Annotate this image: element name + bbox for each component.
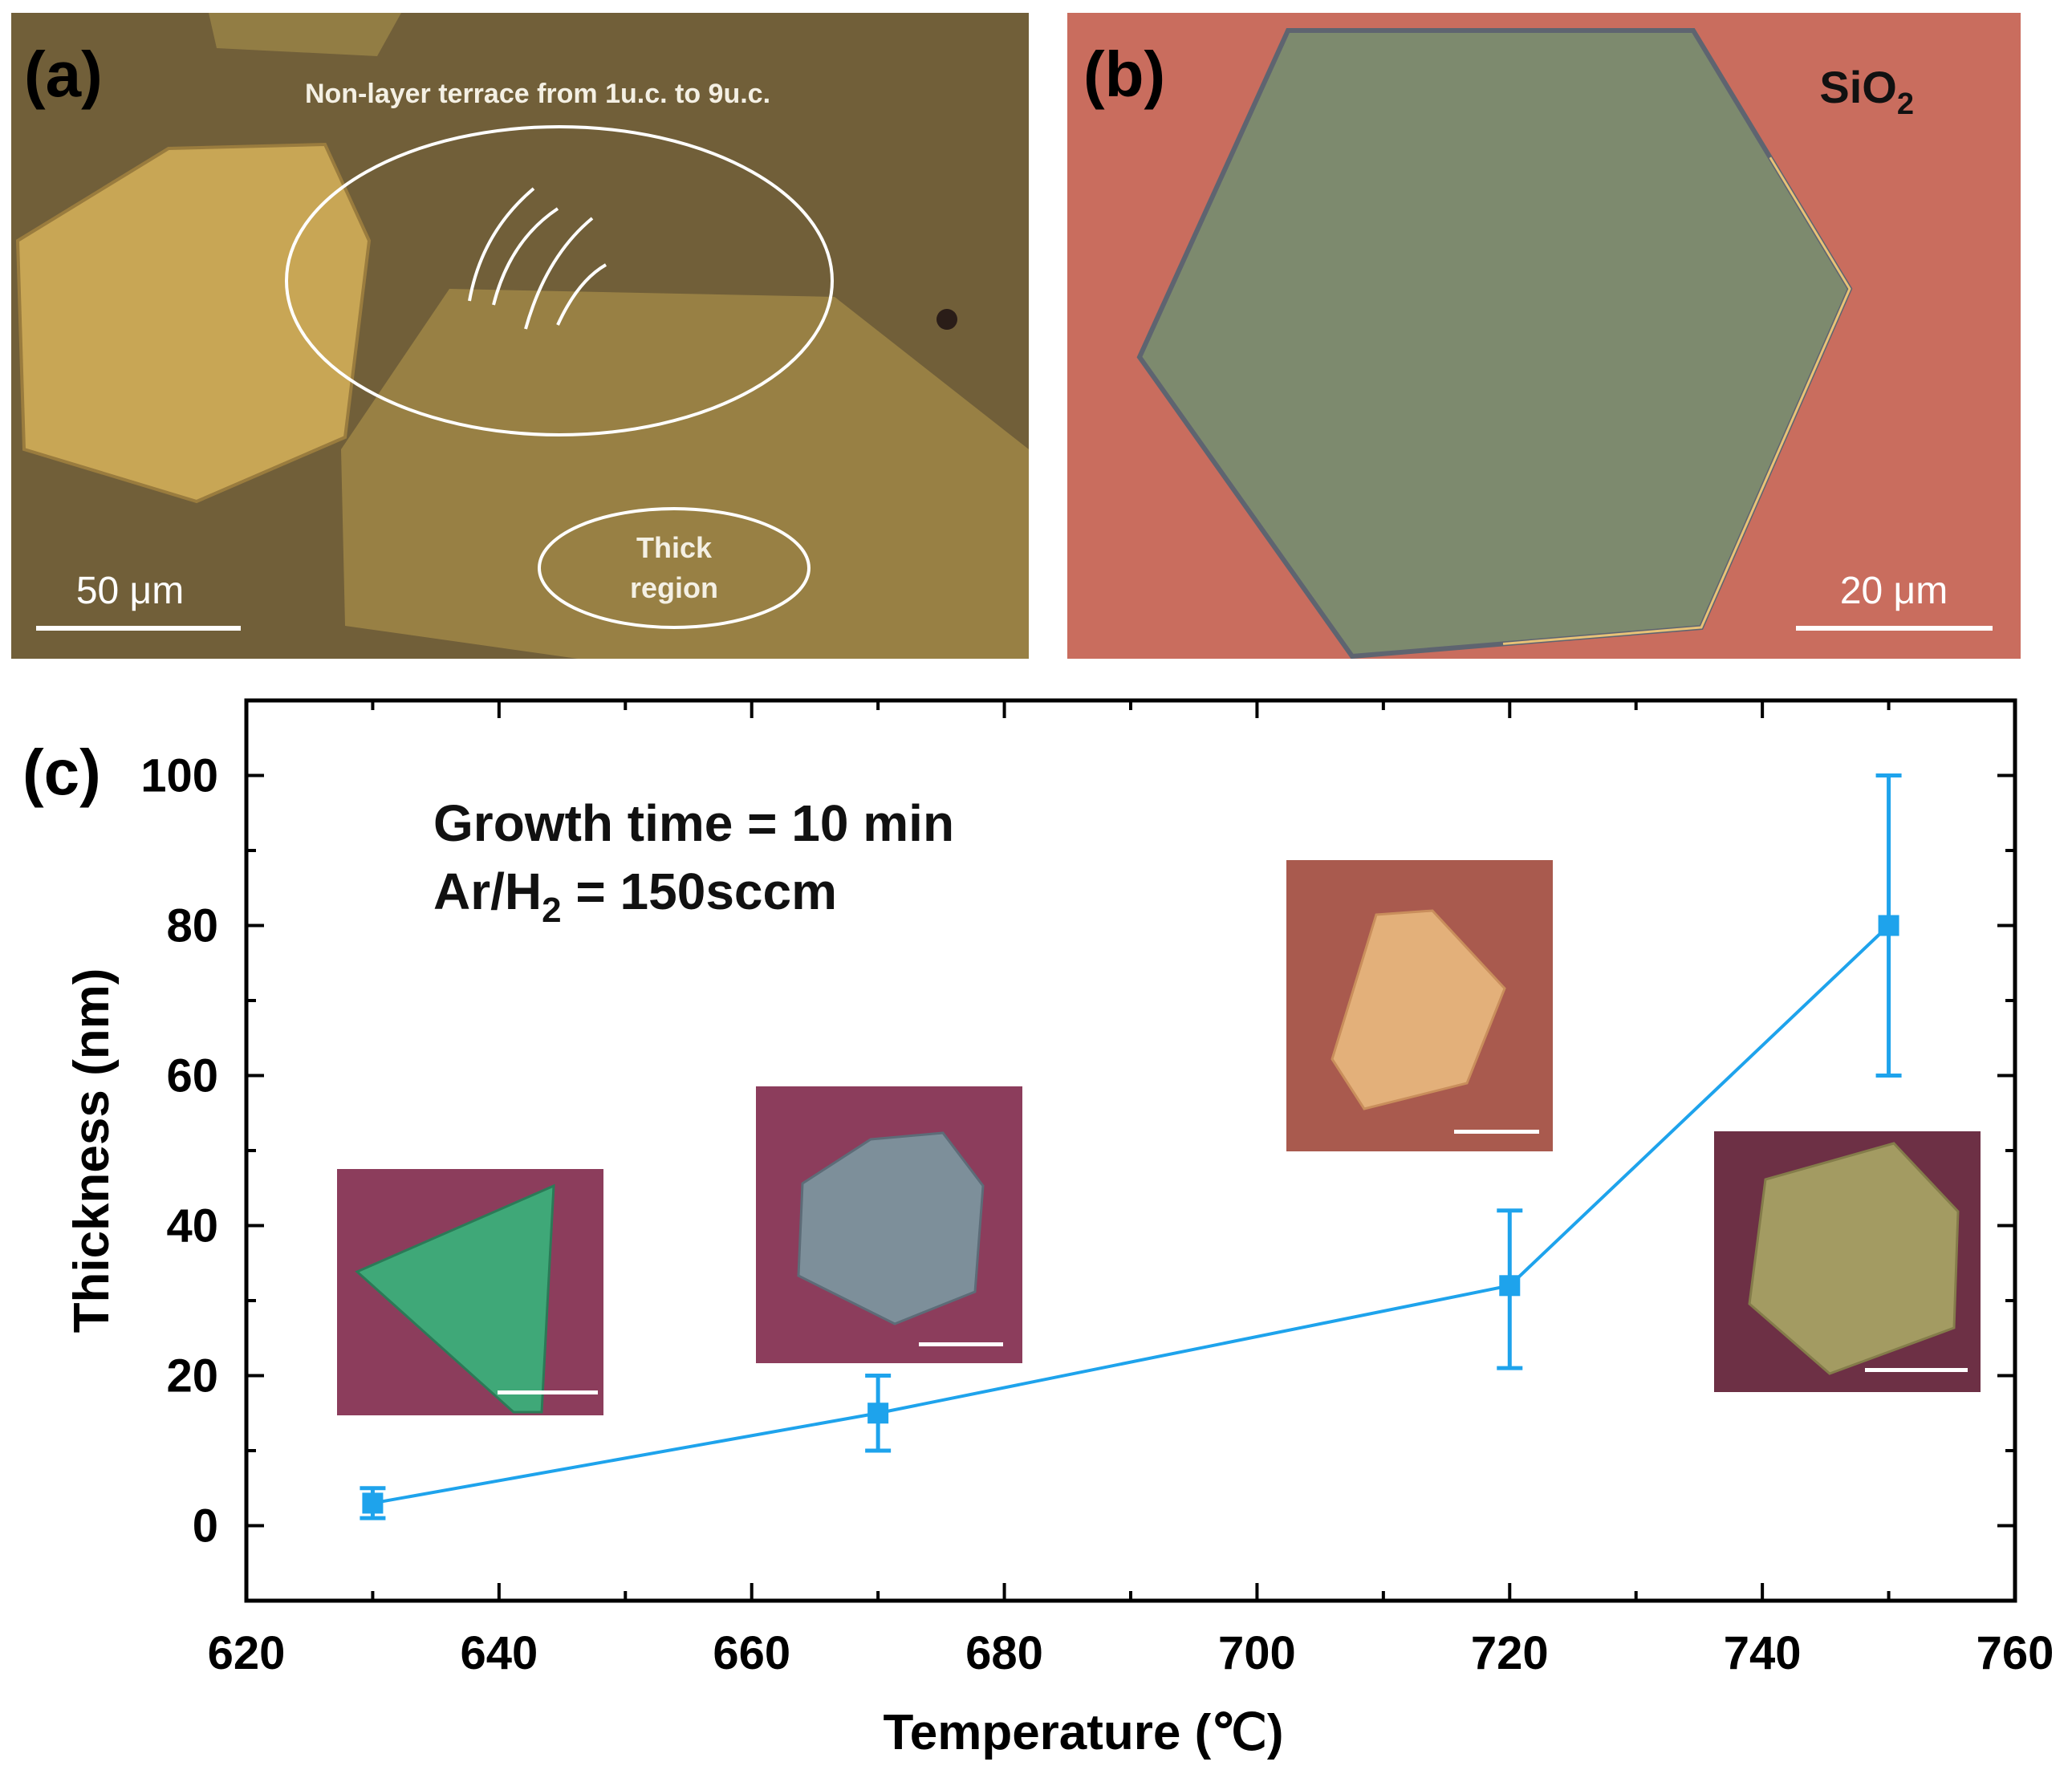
inset-750 bbox=[1714, 1131, 1981, 1392]
terrace-step-4 bbox=[556, 263, 607, 326]
particle bbox=[936, 309, 957, 330]
y-tick-label-80: 80 bbox=[166, 900, 218, 952]
x-tick-label-760: 760 bbox=[1977, 1627, 2054, 1679]
data-point-720 bbox=[1499, 1275, 1521, 1297]
panel-c: (c) Growth time = 10 min Ar/H2 = 150sccm bbox=[22, 698, 2054, 1760]
data-point-630 bbox=[362, 1492, 384, 1514]
panel-c-label: (c) bbox=[22, 737, 101, 808]
series-line bbox=[372, 924, 1890, 1505]
terrace-ellipse bbox=[285, 125, 834, 436]
series bbox=[360, 773, 1902, 1520]
panel-b: (b) SiO2 20 μm bbox=[1067, 13, 2021, 659]
x-tick-label-700: 700 bbox=[1218, 1627, 1296, 1679]
axes: 620 640 660 680 700 720 740 760 0 20 40 60 80 100 bbox=[140, 700, 2054, 1679]
data-point-750 bbox=[1878, 915, 1899, 936]
thick-region-ellipse bbox=[538, 507, 811, 629]
substrate-label: SiO2 bbox=[1819, 62, 1914, 121]
scale-bar-b-label: 20 μm bbox=[1840, 570, 1948, 612]
inset-720 bbox=[1286, 860, 1553, 1151]
thick-label-2: region bbox=[630, 571, 718, 604]
y-tick-label-100: 100 bbox=[140, 750, 218, 802]
y-axis-label: Thickness (nm) bbox=[64, 968, 120, 1334]
y-tick-label-20: 20 bbox=[166, 1350, 218, 1403]
panel-b-label: (b) bbox=[1083, 39, 1165, 110]
y-tick-label-40: 40 bbox=[166, 1200, 218, 1252]
thick-label-1: Thick bbox=[636, 531, 713, 564]
x-tick-label-680: 680 bbox=[965, 1627, 1043, 1679]
inset-670 bbox=[756, 1086, 1022, 1363]
x-tick-label-620: 620 bbox=[208, 1627, 286, 1679]
terrace-annotation: Non-layer terrace from 1u.c. to 9u.c. bbox=[305, 79, 770, 109]
condition-gas-flow: Ar/H2 = 150sccm bbox=[433, 863, 837, 930]
y-tick-label-0: 0 bbox=[193, 1500, 218, 1553]
x-tick-label-640: 640 bbox=[460, 1627, 538, 1679]
panel-a: (a) Non-layer terrace from 1u.c. to 9u.c… bbox=[11, 13, 1029, 659]
data-point-670 bbox=[867, 1403, 889, 1424]
terrace-step-2 bbox=[492, 207, 559, 306]
terrace-step-3 bbox=[524, 217, 594, 330]
hexagon-edge-highlight bbox=[1138, 29, 1851, 658]
y-tick-label-60: 60 bbox=[166, 1050, 218, 1102]
hexagon-flake-left bbox=[15, 142, 372, 504]
condition-growth-time: Growth time = 10 min bbox=[433, 794, 954, 852]
flake-top bbox=[209, 13, 401, 56]
x-axis-label: Temperature (℃) bbox=[883, 1705, 1283, 1760]
scale-bar-b bbox=[1796, 626, 1993, 631]
terrace-step-1 bbox=[468, 187, 535, 302]
x-tick-label-740: 740 bbox=[1724, 1627, 1802, 1679]
x-tick-label-720: 720 bbox=[1471, 1627, 1549, 1679]
inset-630 bbox=[337, 1169, 603, 1415]
scale-bar-a bbox=[36, 626, 241, 631]
x-tick-label-660: 660 bbox=[713, 1627, 790, 1679]
scale-bar-a-label: 50 μm bbox=[76, 570, 184, 612]
panel-a-label: (a) bbox=[24, 39, 103, 110]
flake-bottom bbox=[341, 289, 1029, 659]
